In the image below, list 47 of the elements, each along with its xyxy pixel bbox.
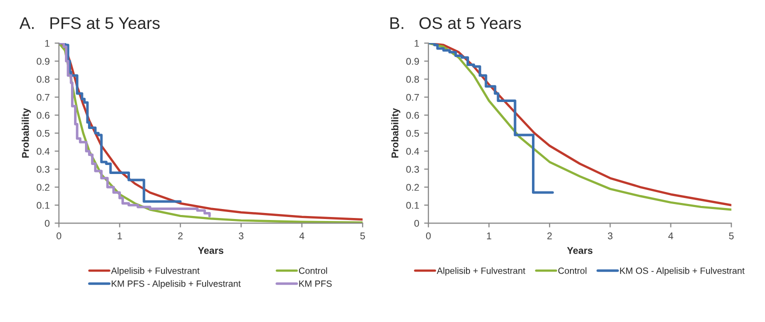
x-tick-label: 2 <box>547 232 552 240</box>
y-tick-label: 0.7 <box>406 94 419 101</box>
y-tick-label: 0.8 <box>36 76 50 83</box>
x-tick-label: 4 <box>668 232 674 240</box>
y-tick-label: 0 <box>414 220 419 227</box>
y-tick-label: 0.9 <box>36 58 50 65</box>
y-tick-label: 0.9 <box>406 58 419 65</box>
legend-label: KM PFS - Alpelisib + Fulvestrant <box>112 280 241 289</box>
y-tick-label: 0.2 <box>36 184 50 191</box>
x-tick-label: 5 <box>360 232 365 240</box>
y-tick-label: 0.4 <box>36 148 50 155</box>
x-tick-label: 4 <box>299 232 304 240</box>
y-tick-label: 0.3 <box>36 166 50 173</box>
y-axis-title: Probability <box>22 108 31 158</box>
y-tick-label: 1 <box>414 40 419 47</box>
legend-label: KM OS - Alpelisib + Fulvestrant <box>620 267 745 276</box>
y-tick-label: 0.1 <box>36 202 50 209</box>
legend-label: Alpelisib + Fulvestrant <box>436 267 526 276</box>
chart-title: A. PFS at 5 Years <box>19 17 160 30</box>
x-axis-title: Years <box>198 247 224 254</box>
x-tick-label: 3 <box>238 232 244 240</box>
y-tick-label: 0.5 <box>36 130 50 137</box>
x-tick-label: 1 <box>487 232 492 240</box>
x-tick-label: 2 <box>178 232 183 240</box>
y-tick-label: 0.6 <box>36 112 50 119</box>
y-tick-label: 0.8 <box>406 76 419 83</box>
x-tick-label: 0 <box>426 232 431 240</box>
legend-label: Control <box>558 267 586 274</box>
y-tick-label: 1 <box>45 40 50 47</box>
y-tick-label: 0.1 <box>406 202 419 209</box>
y-tick-label: 0.5 <box>406 130 419 137</box>
x-tick-label: 3 <box>608 232 612 240</box>
x-axis-title: Years <box>567 247 592 254</box>
y-axis-title: Probability <box>391 108 400 158</box>
legend-label: Alpelisib + Fulvestrant <box>111 267 200 276</box>
y-tick-label: 0.2 <box>406 184 419 191</box>
chart-title: B. OS at 5 Years <box>390 17 521 30</box>
x-tick-label: 1 <box>118 232 122 240</box>
y-tick-label: 0.6 <box>406 112 419 119</box>
y-tick-label: 0.7 <box>36 94 50 101</box>
y-tick-label: 0.3 <box>406 166 419 173</box>
legend-label: KM PFS <box>299 280 332 287</box>
x-tick-label: 0 <box>56 232 62 240</box>
y-tick-label: 0 <box>44 220 50 227</box>
y-tick-label: 0.4 <box>406 148 420 155</box>
x-tick-label: 5 <box>729 232 734 240</box>
legend-label: Control <box>298 267 328 274</box>
